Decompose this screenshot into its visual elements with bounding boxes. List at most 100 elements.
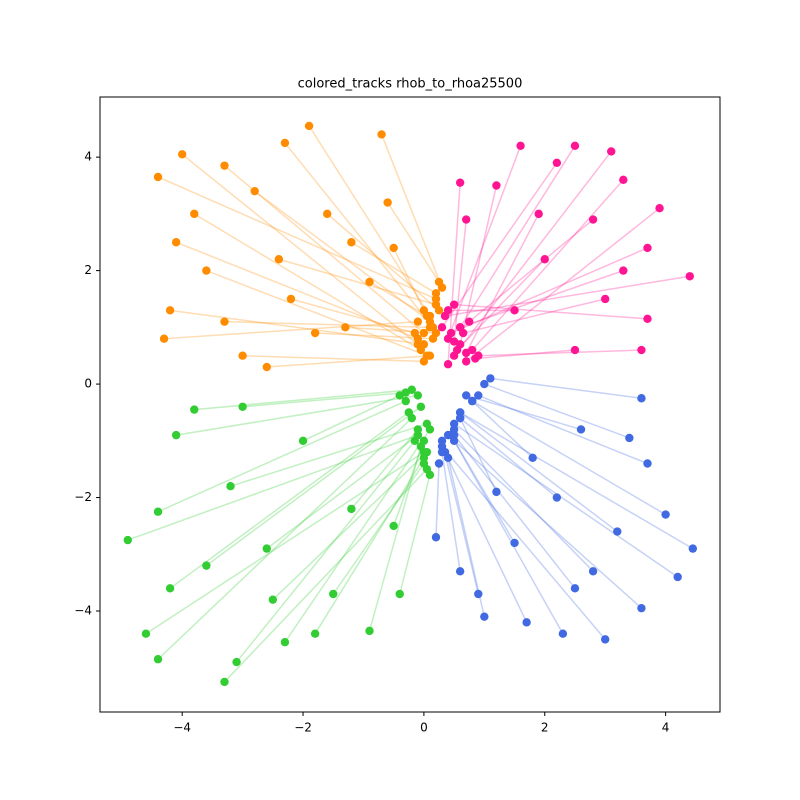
track [459, 185, 498, 345]
end-point [377, 130, 386, 139]
track [450, 247, 648, 334]
track [302, 394, 401, 442]
end-point [607, 147, 616, 156]
end-point [383, 198, 392, 207]
track [463, 298, 606, 334]
track [242, 354, 424, 363]
end-point [153, 507, 163, 516]
start-point [446, 328, 456, 338]
end-point [310, 328, 320, 338]
track [453, 440, 564, 635]
end-point [685, 272, 694, 281]
end-point [202, 266, 211, 275]
start-point [419, 306, 429, 315]
start-point [449, 430, 459, 440]
track [478, 394, 648, 465]
start-point [449, 337, 459, 346]
track [242, 391, 406, 408]
end-point [552, 158, 562, 168]
chart-title: colored_tracks rhob_to_rhoa25500 [298, 77, 523, 92]
end-point [177, 150, 187, 159]
x-tick-label: −2 [294, 721, 312, 735]
track [441, 162, 558, 328]
start-point [422, 447, 432, 457]
end-point [123, 535, 132, 545]
start-point [486, 374, 495, 383]
end-point [202, 561, 211, 570]
plot-frame [99, 96, 721, 713]
track [145, 451, 425, 635]
start-point [431, 300, 441, 309]
track [175, 241, 419, 340]
end-point [238, 351, 247, 360]
track [392, 440, 425, 527]
start-point [401, 396, 410, 406]
end-point [552, 493, 562, 502]
end-point [613, 527, 622, 536]
start-point [480, 379, 489, 389]
track [456, 258, 546, 351]
end-point [220, 161, 229, 170]
start-point [471, 354, 480, 363]
end-point [190, 209, 199, 219]
start-point [468, 396, 477, 406]
y-tick-label: 0 [84, 377, 92, 391]
end-point [492, 487, 501, 497]
end-point [280, 638, 290, 647]
track [266, 354, 430, 368]
end-point [570, 584, 580, 593]
track [447, 434, 642, 609]
end-point [159, 334, 169, 343]
track [284, 429, 431, 643]
end-point [688, 544, 698, 553]
track [441, 452, 461, 572]
end-point [637, 345, 646, 355]
track [205, 406, 422, 567]
track [290, 298, 416, 334]
track [350, 428, 419, 510]
end-point [510, 306, 519, 315]
track [332, 463, 425, 595]
start-point [413, 425, 423, 434]
end-point [461, 215, 471, 224]
track [459, 411, 618, 533]
track [224, 320, 430, 329]
start-point [443, 453, 453, 463]
track [266, 434, 419, 550]
track [350, 241, 437, 294]
track [169, 411, 410, 589]
track [127, 434, 419, 541]
end-point [329, 589, 338, 599]
start-point [443, 360, 453, 369]
track [399, 474, 431, 595]
end-point [310, 629, 320, 638]
end-point [274, 255, 284, 264]
y-tick-label: 4 [84, 150, 92, 164]
end-point [298, 436, 308, 446]
start-point [461, 357, 471, 366]
track [478, 349, 642, 357]
y-tick-label: 2 [84, 263, 92, 277]
track [453, 151, 612, 357]
track [380, 134, 443, 288]
track [459, 417, 558, 499]
end-point [522, 618, 531, 627]
track [453, 219, 467, 342]
start-point [422, 419, 432, 428]
track [490, 377, 642, 400]
x-tick-label: 4 [662, 721, 670, 735]
start-point [455, 413, 465, 423]
start-point [410, 328, 420, 338]
end-point [455, 178, 465, 187]
start-point [461, 348, 471, 358]
end-point [637, 603, 646, 613]
track [450, 434, 516, 544]
end-point [492, 181, 501, 190]
track [157, 176, 437, 300]
track [471, 400, 666, 516]
end-point [588, 215, 598, 224]
end-point [600, 635, 610, 644]
start-point [425, 323, 435, 332]
track [314, 457, 425, 635]
